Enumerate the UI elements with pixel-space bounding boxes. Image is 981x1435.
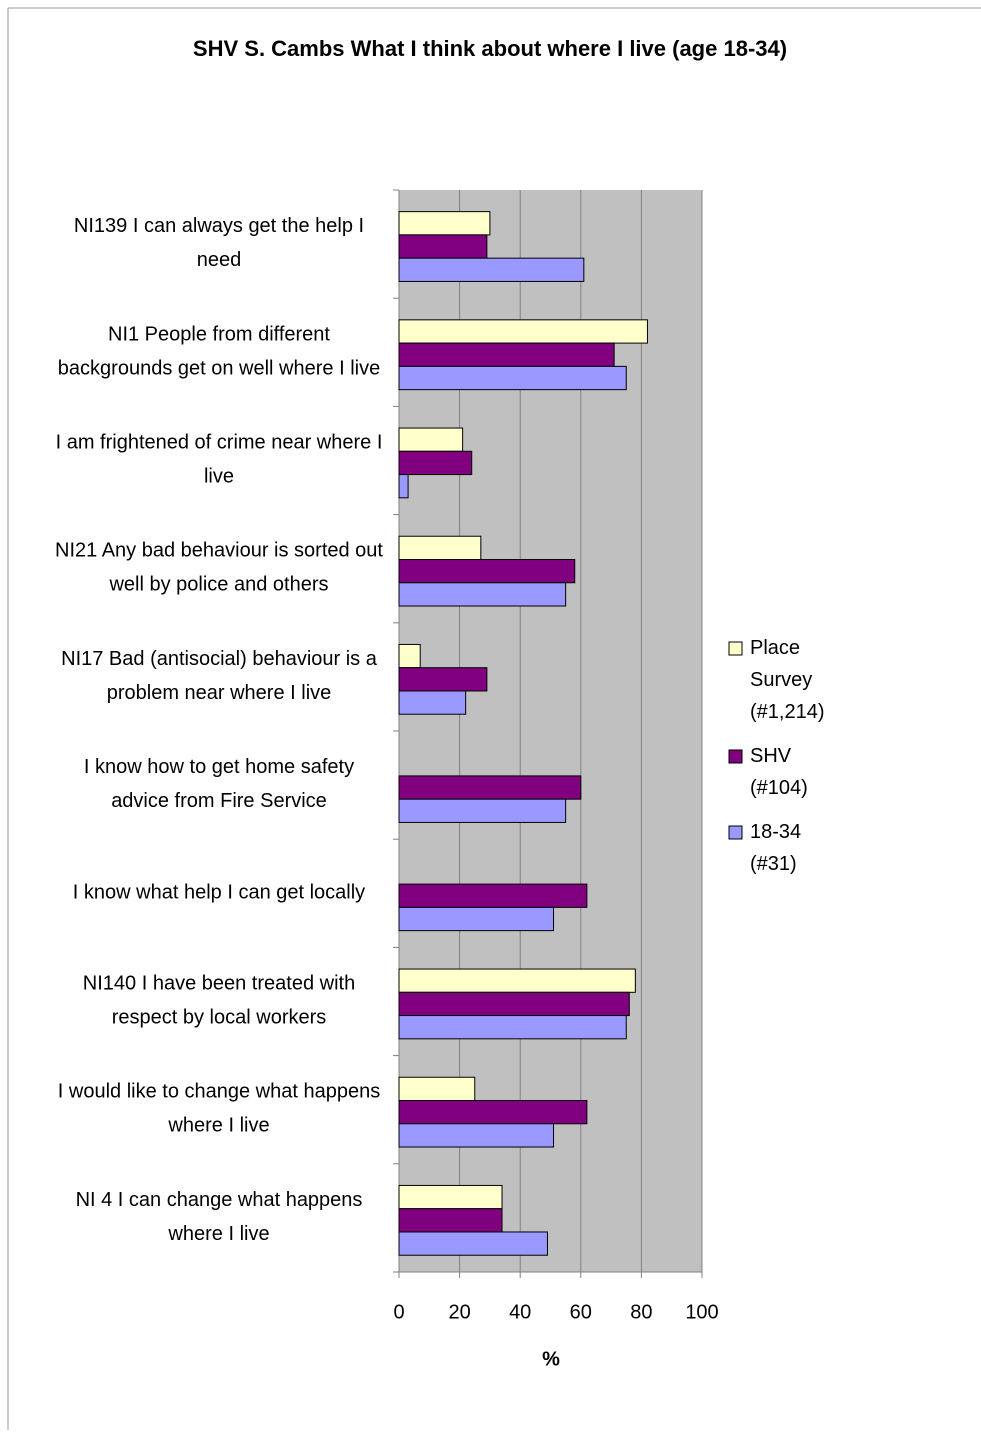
legend-swatch — [728, 825, 743, 840]
y-tick-label: I would like to change what happens where… — [58, 1081, 380, 1137]
legend-label: 18-34 (#31) — [750, 821, 801, 875]
bar — [398, 257, 585, 282]
y-tick-label: I know how to get home safety advice from… — [84, 756, 354, 812]
bar — [398, 1123, 555, 1148]
bar — [398, 667, 488, 692]
bar — [398, 775, 582, 800]
bar — [398, 342, 615, 367]
y-tick-label: NI1 People from different backgrounds get… — [58, 324, 380, 380]
bar — [398, 1184, 503, 1210]
y-tick-label: NI 4 I can change what happens where I li… — [76, 1189, 363, 1245]
bar — [398, 535, 482, 561]
x-tick-label: 20 — [448, 1301, 470, 1323]
legend-swatch — [728, 641, 743, 656]
bar — [398, 474, 409, 499]
y-tick-label: I know what help I can get locally — [73, 882, 365, 904]
x-tick-label: 80 — [630, 1301, 652, 1323]
bar — [398, 1231, 548, 1256]
x-tick-label: 100 — [685, 1301, 718, 1323]
chart-title: SHV S. Cambs What I think about where I … — [193, 36, 787, 61]
bar — [398, 968, 636, 993]
bar — [398, 450, 473, 476]
bar — [398, 319, 648, 344]
y-tick-label: NI21 Any bad behaviour is sorted out well… — [55, 540, 383, 596]
bar — [398, 690, 467, 715]
bar — [398, 582, 567, 607]
bar — [398, 883, 588, 908]
bar — [398, 1076, 476, 1102]
x-axis-title: % — [542, 1348, 560, 1370]
bar — [398, 1100, 588, 1125]
x-tick-label: 40 — [509, 1301, 531, 1323]
y-tick-label: NI140 I have been treated with respect by… — [83, 973, 355, 1029]
legend-label: Place Survey (#1,214) — [750, 637, 825, 723]
bar — [398, 906, 555, 932]
bar — [398, 991, 630, 1017]
x-tick-label: 60 — [570, 1301, 592, 1323]
bar — [398, 1208, 503, 1233]
bar — [398, 559, 576, 584]
bar — [398, 234, 488, 259]
bar — [398, 211, 491, 236]
bar — [398, 427, 464, 452]
bar — [398, 798, 567, 823]
bar — [398, 1015, 627, 1040]
bar — [398, 643, 421, 669]
legend-label: SHV (#104) — [750, 745, 808, 799]
legend-swatch — [728, 749, 743, 764]
bar — [398, 365, 627, 391]
x-tick-label: 0 — [393, 1301, 404, 1323]
y-tick-label: NI17 Bad (antisocial) behaviour is a prob… — [61, 648, 378, 704]
